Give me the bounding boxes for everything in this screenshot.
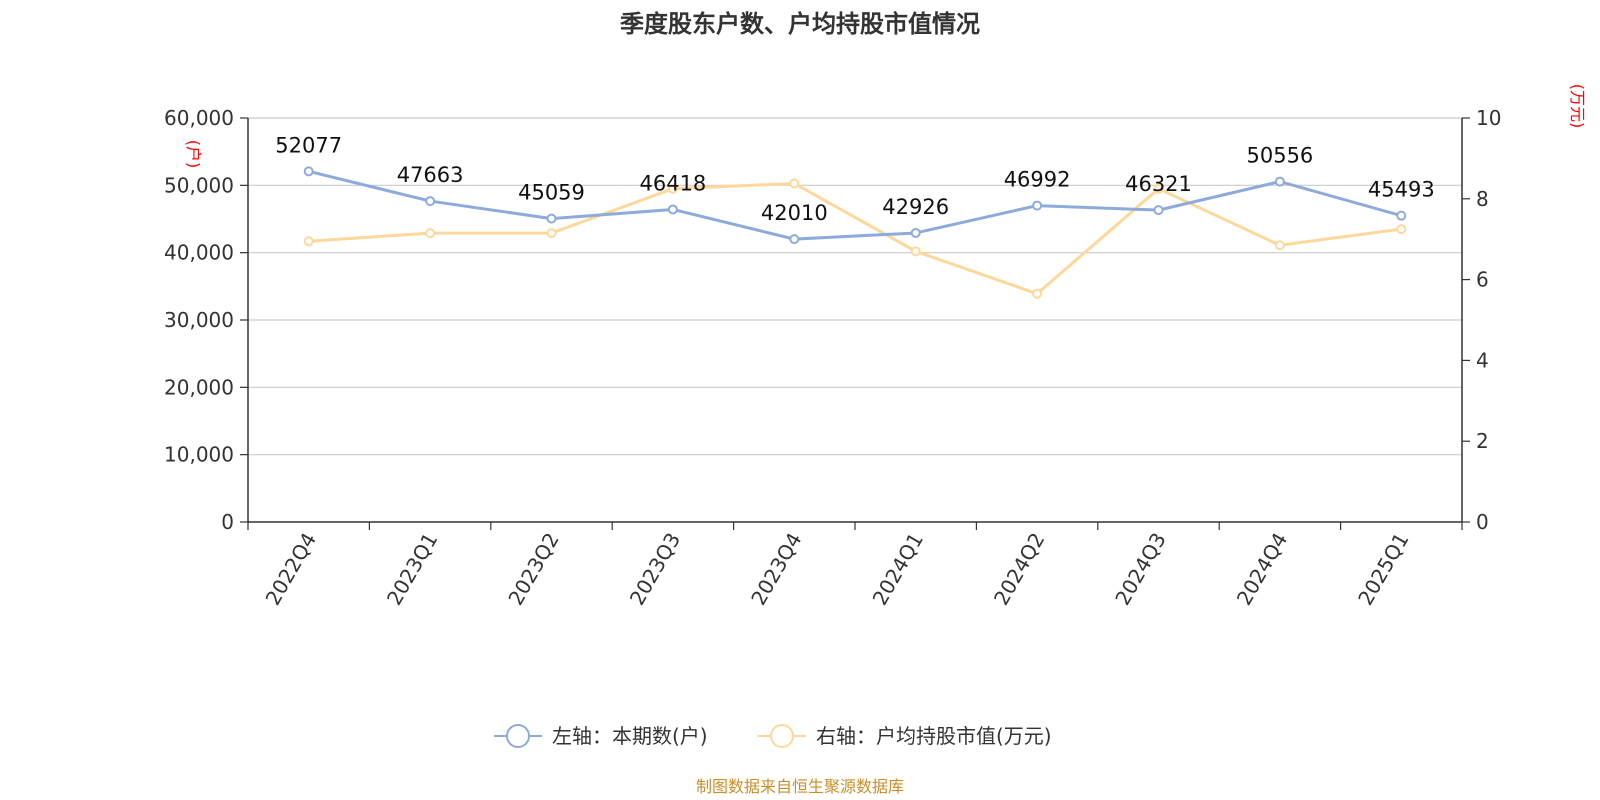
data-label: 45493 [1368,178,1435,202]
data-label: 42010 [761,201,828,225]
left-tick-label: 50,000 [164,173,234,197]
grid-lines [248,117,1462,456]
data-label: 47663 [397,163,464,187]
data-label: 46992 [1004,168,1071,192]
right-tick-label: 10 [1476,106,1501,130]
data-labels: 52077 47663 45059 46418 42010 42926 46992 46321… [275,133,1434,225]
x-tick-label: 2024Q1 [868,529,928,610]
left-tick-label: 10,000 [164,443,234,467]
chart-title: 季度股东户数、户均持股市值情况 [620,10,980,38]
left-axis-ticks: 0 10,000 20,000 30,000 40,000 50,000 60,000 [164,106,248,534]
data-point [546,213,557,224]
x-tick-label: 2023Q2 [503,529,563,610]
data-label: 52077 [275,133,342,157]
data-point [1153,205,1164,216]
x-axis-ticks: 2022Q4 2023Q1 2023Q2 2023Q3 2023Q4 2024Q1 2024… [247,522,1463,610]
x-tick-label: 2022Q4 [261,529,321,610]
data-point [425,196,436,207]
data-point [910,227,921,238]
data-point [1274,240,1285,251]
series-line-0 [308,169,1402,241]
legend[interactable]: 左轴：本期数(户) 右轴：户均持股市值(万元) [494,724,1052,748]
x-tick-label: 2023Q4 [746,529,806,610]
data-point [1153,183,1164,194]
x-tick-label: 2023Q3 [625,529,685,610]
left-tick-label: 0 [221,510,234,534]
left-tick-label: 60,000 [164,106,234,130]
legend-label: 左轴：本期数(户) [552,724,708,748]
x-tick-label: 2024Q3 [1110,529,1170,610]
legend-marker-icon [506,724,530,748]
data-point [789,178,800,189]
right-axis-unit: (万元) [1568,84,1587,129]
data-point [1396,224,1407,235]
series-line-1 [308,181,1402,296]
legend-label: 右轴：户均持股市值(万元) [816,724,1052,748]
data-point [667,204,678,215]
data-point [1274,176,1285,187]
data-point [910,246,921,257]
data-label: 50556 [1246,144,1313,168]
right-tick-label: 0 [1476,510,1489,534]
left-axis-unit: (户) [184,140,203,169]
data-point [303,166,314,177]
x-tick-label: 2024Q2 [989,529,1049,610]
series [303,166,1407,299]
left-tick-label: 30,000 [164,308,234,332]
x-tick-label: 2024Q4 [1232,529,1292,610]
data-point [667,183,678,194]
legend-item-1[interactable]: 右轴：户均持股市值(万元) [758,724,1052,748]
data-point [546,228,557,239]
right-tick-label: 4 [1476,348,1489,372]
legend-marker-icon [770,724,794,748]
data-point [789,234,800,245]
source-note: 制图数据来自恒生聚源数据库 [696,777,904,796]
left-tick-label: 40,000 [164,241,234,265]
data-label: 46321 [1125,172,1192,196]
data-point [1032,200,1043,211]
x-tick-label: 2023Q1 [382,529,442,610]
right-tick-label: 6 [1476,268,1489,292]
data-point [1032,288,1043,299]
data-label: 42926 [882,195,949,219]
data-point [1396,210,1407,221]
data-label: 45059 [518,181,585,205]
data-point [425,228,436,239]
left-tick-label: 20,000 [164,375,234,399]
right-tick-label: 2 [1476,429,1489,453]
data-point [303,236,314,247]
x-tick-label: 2025Q1 [1353,529,1413,610]
right-tick-label: 8 [1476,187,1489,211]
right-axis-ticks: 0 2 4 6 8 10 [1462,106,1501,534]
data-label: 46418 [639,171,706,195]
legend-item-0[interactable]: 左轴：本期数(户) [494,724,708,748]
